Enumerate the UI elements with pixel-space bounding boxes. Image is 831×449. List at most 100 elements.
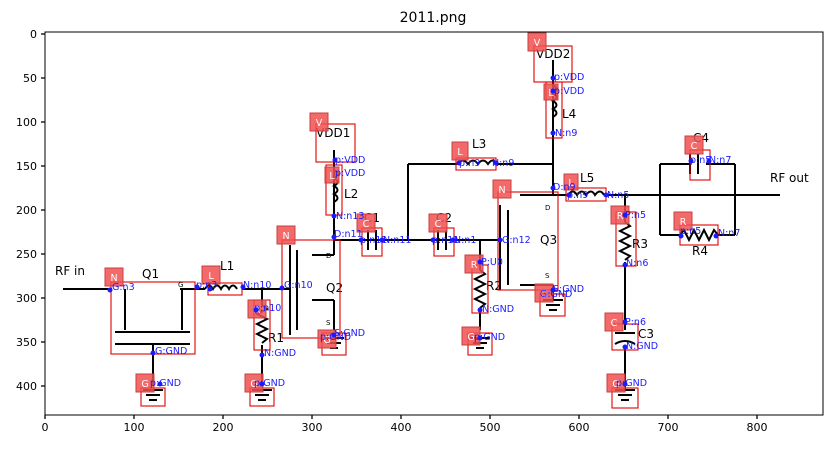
badge: L [324,166,340,184]
svg-text:G: G [141,379,148,390]
y-tick-label: 200 [16,204,37,217]
svg-text:G: G [323,335,330,346]
badge: G [135,373,155,393]
svg-text:R: R [617,211,624,222]
r4-label: R4 [692,244,708,258]
node-label: P:n5 [625,210,646,221]
badge: G [317,329,337,349]
l1-label: L1 [220,259,234,273]
q3-label: Q3 [540,233,557,247]
c3-label: C3 [638,327,654,341]
node-label: N:n13 [336,211,364,222]
node-label: p:n9 [567,190,588,201]
node-label: p:VDD [335,155,365,166]
svg-text:V: V [534,38,541,49]
x-tick-label: 500 [480,421,501,434]
badge: C [684,135,704,155]
svg-text:C: C [363,219,370,230]
svg-text:L: L [208,271,214,282]
svg-text:G: G [612,379,619,390]
svg-text:G: G [250,379,257,390]
node-label: N:n5 [607,190,629,201]
svg-text:C: C [611,318,618,329]
y-tick-label: 300 [16,292,37,305]
node-label: P:U0 [481,257,503,268]
node-label: S:GND [334,328,365,339]
node-label: N:n11 [383,235,411,246]
y-tick-label: 400 [16,380,37,393]
node-label: G:n12 [502,235,531,246]
q1-label: Q1 [142,267,159,281]
x-axis: 0 100 200 300 400 500 600 700 800 [42,415,768,434]
node-label: p:GND [320,332,351,343]
y-axis: 0 50 100 150 200 250 300 350 400 [16,28,45,393]
svg-text:L: L [329,171,335,182]
node-label: N:n7 [709,155,731,166]
svg-text:V: V [316,118,323,129]
x-tick-label: 800 [747,421,768,434]
node-label: p:VDD [335,168,365,179]
y-tick-label: 0 [30,28,37,41]
svg-text:L: L [457,147,463,158]
figure-title: 2011.png [400,10,467,26]
r1-label: R1 [268,331,284,345]
node-label: N:GND [626,341,658,352]
node-label: p:GND [474,332,505,343]
l4-label: L4 [562,107,576,121]
node-label: p:GND [150,378,181,389]
x-tick-label: 0 [42,421,49,434]
x-tick-label: 600 [569,421,590,434]
badge: V [527,32,547,52]
capacitors [367,154,699,345]
x-tick-label: 700 [658,421,679,434]
badge: L [201,265,221,285]
badge: N [492,179,512,199]
node-label: N:n7 [718,228,740,239]
node-label: p:n5 [680,226,701,237]
q2-label: Q2 [326,281,343,295]
y-tick-label: 350 [16,336,37,349]
node-label: N:n9 [492,158,514,169]
class-badges: N G G R L N V L G C C L R G N G V L L R … [104,32,704,393]
r3-label: R3 [632,237,648,251]
svg-text:S: S [326,319,331,327]
svg-text:R: R [680,217,687,228]
bbox [545,81,563,139]
node-label: N:n9 [555,128,577,139]
svg-text:D: D [545,204,550,212]
l3-label: L3 [472,137,486,151]
svg-text:C: C [691,141,698,152]
svg-text:L: L [548,88,554,99]
node-label: p:n11 [432,235,459,246]
y-tick-label: 250 [16,248,37,261]
node-label: S:GND [553,284,584,295]
svg-text:C: C [435,219,442,230]
node-label: p:GND [254,378,285,389]
badge: C [356,213,376,233]
badge: R [464,254,484,274]
x-tick-label: 300 [302,421,323,434]
node-label: N:GND [482,304,514,315]
svg-text:S: S [545,272,550,280]
node-label: N:n10 [243,280,271,291]
node-label: G:GND [155,346,187,357]
badge: G [606,373,626,393]
svg-text:N: N [282,231,289,242]
terminal-letters: G D S D S [178,204,550,327]
node-label: G:n10 [284,280,313,291]
node-label: p:VDD [554,86,584,97]
y-tick-label: 50 [23,72,37,85]
l2-label: L2 [344,187,358,201]
node-label: N:n6 [626,258,648,269]
svg-text:G: G [540,289,547,300]
svg-text:R: R [471,260,478,271]
badge: N [104,267,124,287]
badge: R [610,205,630,225]
svg-text:G: G [178,281,183,289]
badge: C [604,312,624,332]
badge: N [276,225,296,245]
svg-text:G: G [467,332,474,343]
badge: R [673,211,693,231]
node-annotations: G:n3 G:GND p:GND p:n3 N:n10 G:n10 p:n10 … [112,72,740,389]
node-label: p:GND [616,378,647,389]
